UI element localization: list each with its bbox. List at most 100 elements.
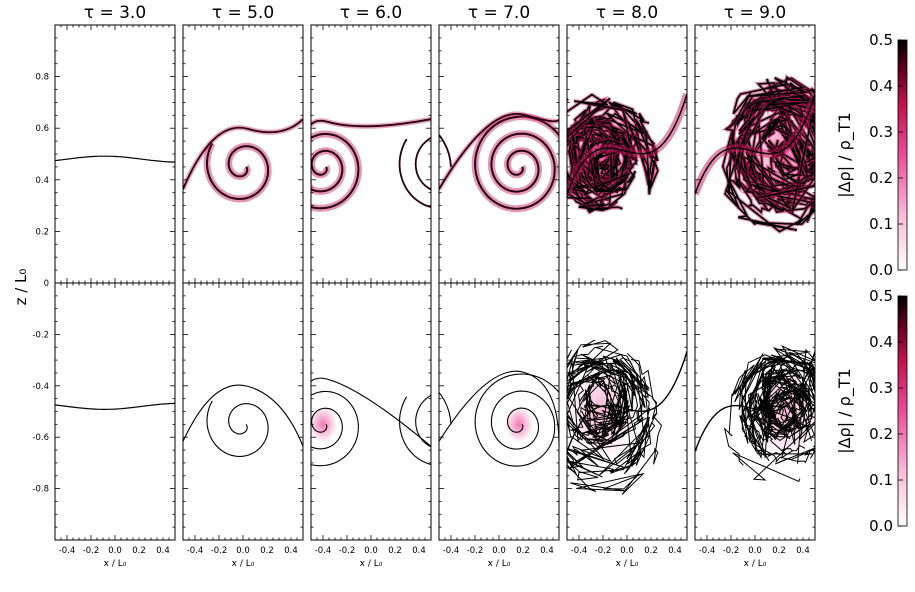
panel — [438, 282, 560, 541]
x-axis-label: x / L₀ — [744, 559, 767, 569]
x-tick-label: 0.2 — [388, 546, 402, 556]
x-tick-label: 0.2 — [132, 546, 146, 556]
x-tick-label: -0.2 — [83, 546, 100, 556]
colorbar-label: |Δρ| / ρ_T1 — [835, 368, 855, 454]
interface-contour — [567, 351, 687, 452]
x-axis-labels: -0.4 -0.2 0.0 0.2 0.4 x / L₀ -0.4 -0.2 0.0 0.2 0.4… — [59, 546, 810, 569]
x-tick-label: 0.0 — [748, 546, 762, 556]
vortex-contour — [311, 133, 360, 210]
vortex-contour — [206, 142, 270, 201]
y-tick-label: 0.2 — [35, 227, 49, 237]
x-axis-label: x / L₀ — [488, 559, 511, 569]
x-axis-label: x / L₀ — [360, 559, 383, 569]
turbulent-contour — [768, 393, 799, 433]
panel-title: τ = 8.0 — [596, 3, 658, 23]
x-tick-label: -0.2 — [211, 546, 228, 556]
y-tick-label: 0.4 — [35, 176, 49, 186]
panels: 0 0.2 0.4 0.6 0.8 -0.2 -0.4 -0.6 -0.8 — [32, 24, 816, 541]
x-tick-label: 0.4 — [284, 546, 298, 556]
turbulent-contour — [761, 368, 808, 427]
panel-background — [183, 283, 303, 540]
panel — [566, 24, 688, 284]
turbulent-contour — [748, 392, 801, 459]
panel — [310, 282, 432, 541]
interface-contour — [695, 351, 815, 452]
x-tick-label: -0.4 — [571, 546, 588, 556]
x-tick-label: -0.4 — [59, 546, 76, 556]
interface-contour — [183, 384, 303, 447]
x-tick-label: 0.2 — [260, 546, 274, 556]
x-axis-label: x / L₀ — [232, 559, 255, 569]
x-tick-label: 0.4 — [796, 546, 810, 556]
x-tick-label: 0.4 — [412, 546, 426, 556]
x-axis-label: x / L₀ — [104, 559, 127, 569]
colorbar-tick-label: 0.2 — [869, 425, 893, 443]
panel-title: τ = 6.0 — [340, 3, 402, 23]
x-tick-label: 0.2 — [644, 546, 658, 556]
turbulent-contour — [567, 374, 615, 441]
y-tick-label: 0.6 — [35, 124, 49, 134]
vortex-contour — [311, 390, 359, 467]
panel — [694, 282, 816, 541]
turbulent-contour — [734, 358, 808, 442]
x-tick-label: -0.4 — [187, 546, 204, 556]
interface-contour — [55, 402, 175, 410]
panel-background — [439, 283, 559, 540]
colorbar-tick-label: 0.1 — [869, 215, 893, 233]
vortex-core — [311, 406, 337, 443]
x-tick-label: -0.4 — [699, 546, 716, 556]
vortex-contour — [474, 373, 559, 467]
interface-contour — [311, 118, 431, 190]
panel-title: τ = 5.0 — [212, 3, 274, 23]
x-tick-label: -0.4 — [443, 546, 460, 556]
y-axis-label-text: z / L₀ — [12, 269, 30, 306]
colorbar: 0.0 0.1 0.2 0.3 0.4 0.5 |Δρ| / ρ_T1 — [835, 31, 908, 279]
x-tick-label: 0.2 — [516, 546, 530, 556]
colorbars: 0.00.10.20.30.40.5|Δρ| / ρ_T10.00.10.20.… — [835, 31, 908, 535]
panel — [438, 24, 560, 284]
x-tick-label: 0.0 — [364, 546, 378, 556]
panel — [182, 282, 304, 541]
interface-contour — [311, 377, 431, 447]
colorbar-tick-label: 0.5 — [869, 31, 893, 49]
x-tick-label: -0.4 — [315, 546, 332, 556]
panel-background — [439, 25, 559, 283]
panel-title: τ = 7.0 — [468, 3, 530, 23]
y-tick-label: 0 — [44, 279, 49, 289]
panel-background — [311, 25, 431, 283]
interface-contour — [55, 155, 175, 163]
vortex-core — [505, 406, 533, 443]
x-tick-label: 0.2 — [772, 546, 786, 556]
vortex-contour — [474, 115, 559, 210]
colorbar-tick-label: 0.3 — [869, 379, 893, 397]
x-tick-label: 0.0 — [620, 546, 634, 556]
vortex-contour — [206, 400, 269, 457]
x-tick-label: 0.0 — [236, 546, 250, 556]
turbulent-contour — [577, 357, 639, 431]
turbulent-contour — [748, 351, 815, 441]
colorbar-tick-label: 0.2 — [869, 169, 893, 187]
x-tick-label: -0.2 — [723, 546, 740, 556]
panel-title: τ = 9.0 — [724, 3, 786, 23]
colorbar-tick-label: 0.4 — [869, 333, 893, 351]
x-tick-label: 0.0 — [492, 546, 506, 556]
x-tick-label: 0.4 — [156, 546, 170, 556]
panel-background — [55, 283, 175, 540]
interface-contour — [439, 112, 559, 190]
x-tick-label: 0.4 — [540, 546, 554, 556]
x-tick-label: 0.0 — [108, 546, 122, 556]
colorbar-tick-label: 0.0 — [869, 517, 893, 535]
colorbar-gradient — [897, 295, 908, 527]
x-tick-label: -0.2 — [339, 546, 356, 556]
colorbar: 0.0 0.1 0.2 0.3 0.4 0.5 |Δρ| / ρ_T1 — [835, 287, 908, 535]
interface-contour — [695, 93, 815, 195]
panel-background — [55, 25, 175, 283]
x-tick-label: -0.2 — [595, 546, 612, 556]
turbulent-contour — [567, 360, 663, 495]
interface-contour — [567, 93, 687, 195]
y-tick-label: 0.8 — [35, 73, 49, 83]
turbulent-contour — [738, 96, 815, 212]
turbulent-contour — [567, 348, 658, 478]
colorbar-label: |Δρ| / ρ_T1 — [835, 112, 855, 198]
